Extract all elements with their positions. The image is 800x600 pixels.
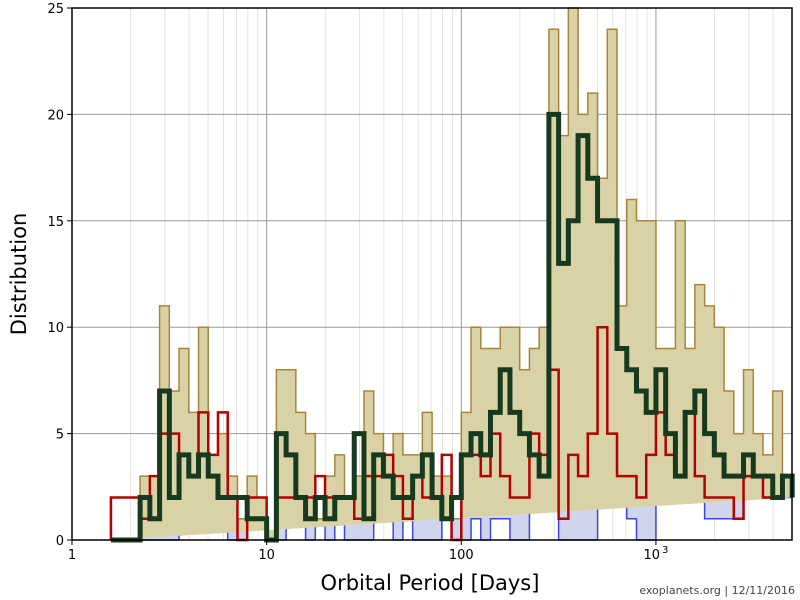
x-axis-ticks: 1 10 100 10 3 xyxy=(68,540,668,563)
y-tick-label: 10 xyxy=(47,321,64,336)
x-tick-label: 10 xyxy=(258,548,275,563)
plot-frame xyxy=(71,7,793,541)
x-axis-title: Orbital Period [Days] xyxy=(321,571,540,595)
y-axis-title: Distribution xyxy=(7,213,31,336)
x-tick-label: 100 xyxy=(449,548,474,563)
x-tick-exponent: 3 xyxy=(662,545,668,556)
y-axis-ticks: 0 5 10 15 20 25 xyxy=(47,2,72,549)
y-tick-label: 5 xyxy=(56,428,64,443)
y-tick-label: 0 xyxy=(56,534,64,549)
y-tick-label: 15 xyxy=(47,215,64,230)
y-tick-label: 20 xyxy=(47,108,64,123)
x-tick-label: 10 3 xyxy=(643,545,668,563)
y-tick-label: 25 xyxy=(47,2,64,17)
x-tick-label: 1 xyxy=(68,548,76,563)
histogram-series-4 xyxy=(110,111,795,543)
credit-text: exoplanets.org | 12/11/2016 xyxy=(639,584,795,597)
